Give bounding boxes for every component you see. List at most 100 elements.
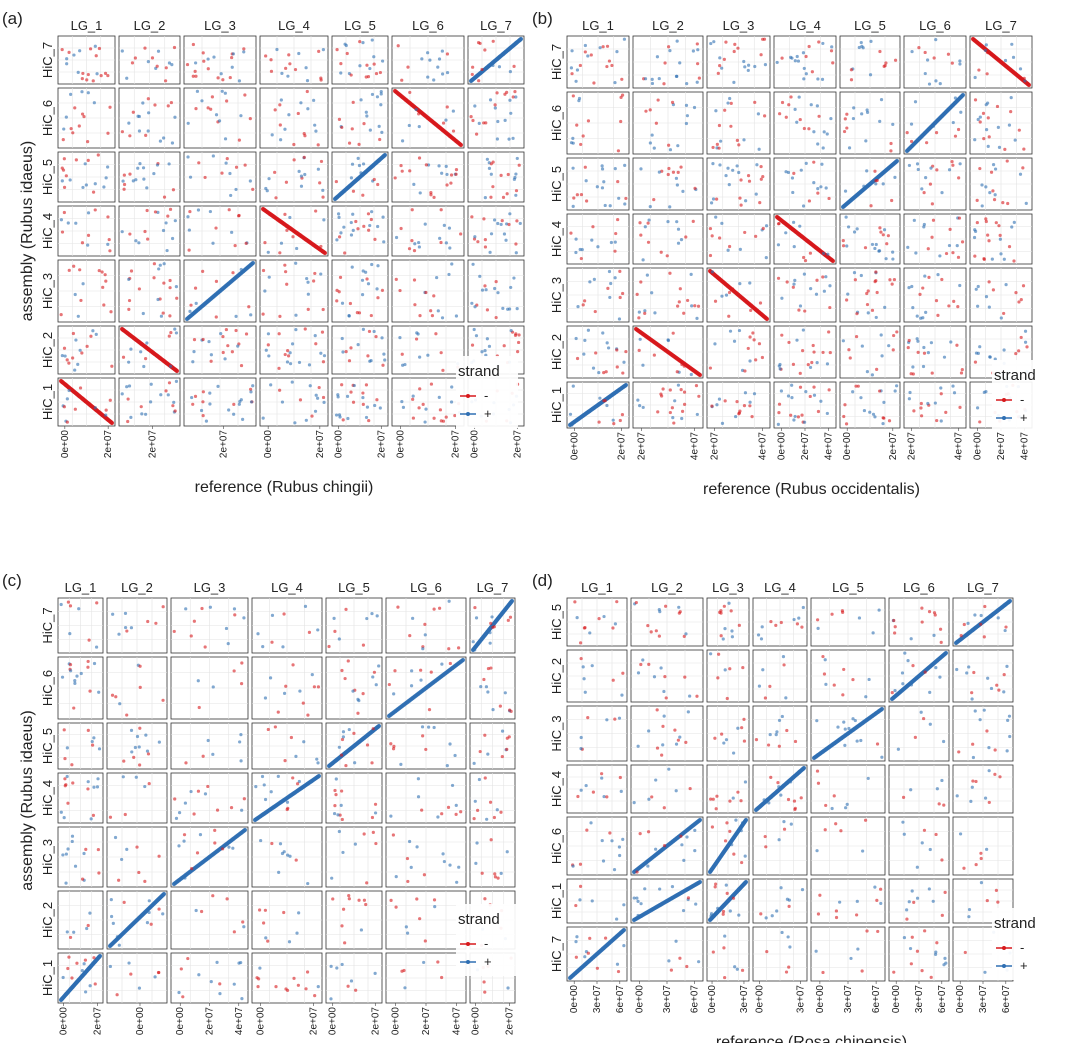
- facet-4-6: [969, 267, 1033, 323]
- row-strip-label: HiC_7: [549, 44, 564, 80]
- alignment-dot: [617, 196, 621, 200]
- facet-1-2: [706, 91, 771, 155]
- alignment-dot: [1026, 82, 1032, 88]
- alignment-dot: [86, 211, 91, 215]
- alignment-dot: [484, 353, 488, 357]
- alignment-dot: [66, 847, 70, 851]
- alignment-dot: [373, 811, 378, 815]
- alignment-dot: [202, 59, 206, 63]
- alignment-dot: [382, 152, 388, 158]
- alignment-dot: [671, 170, 676, 174]
- facet-2-2: [706, 157, 771, 211]
- alignment-dot: [485, 817, 489, 821]
- alignment-dot: [209, 107, 213, 111]
- alignment-dot: [973, 254, 977, 258]
- alignment-dot: [884, 61, 888, 65]
- alignment-dot: [227, 208, 231, 212]
- alignment-dot: [315, 757, 319, 761]
- alignment-dot: [169, 330, 173, 335]
- alignment-dot: [76, 362, 80, 366]
- alignment-dot: [615, 365, 619, 369]
- alignment-dot: [448, 661, 452, 666]
- alignment-dot: [399, 762, 403, 766]
- alignment-dot: [951, 163, 955, 167]
- alignment-dot: [94, 645, 99, 649]
- alignment-dot: [978, 345, 982, 349]
- alignment-dot: [579, 142, 583, 147]
- alignment-dot: [921, 364, 926, 369]
- alignment-dot: [292, 142, 296, 147]
- facet-1-0: [57, 656, 104, 720]
- col-strip-label: LG_6: [412, 18, 444, 33]
- alignment-dot: [797, 308, 801, 312]
- alignment-dot: [597, 370, 601, 375]
- alignment-dot: [958, 59, 962, 63]
- facet-3-0: [566, 213, 630, 265]
- alignment-dot: [956, 127, 961, 132]
- alignment-dot: [952, 391, 957, 395]
- row-strip-label: HiC_3: [549, 277, 564, 313]
- alignment-dot: [394, 235, 399, 240]
- alignment-dot: [292, 976, 296, 980]
- alignment-dot: [489, 621, 493, 625]
- alignment-dot: [478, 749, 482, 754]
- alignment-dot: [502, 232, 507, 236]
- alignment-dot: [267, 354, 271, 358]
- alignment-dot: [92, 956, 96, 960]
- alignment-dot: [873, 415, 877, 419]
- col-strip-label: LG_1: [65, 580, 97, 595]
- alignment-dot: [192, 350, 196, 354]
- alignment-dot: [181, 995, 185, 999]
- alignment-dot: [327, 644, 331, 649]
- alignment-dot: [723, 399, 727, 403]
- alignment-dot: [129, 728, 134, 732]
- alignment-dot: [376, 224, 380, 229]
- alignment-dot: [515, 219, 519, 223]
- facet-3-4: [839, 213, 901, 265]
- alignment-dot: [982, 137, 986, 141]
- row-strip-label: HiC_6: [40, 100, 55, 136]
- alignment-dot: [727, 183, 731, 187]
- alignment-dot: [353, 761, 357, 765]
- alignment-dot: [305, 89, 309, 94]
- alignment-dot: [216, 384, 220, 388]
- alignment-dot: [185, 62, 190, 67]
- alignment-dot: [975, 220, 979, 225]
- alignment-dot: [282, 612, 286, 616]
- alignment-dot: [410, 239, 414, 243]
- alignment-dot: [152, 171, 156, 176]
- alignment-dot: [801, 328, 805, 332]
- alignment-dot: [760, 355, 765, 360]
- alignment-dot: [60, 166, 64, 170]
- alignment-dot: [913, 100, 918, 104]
- alignment-dot: [855, 312, 859, 316]
- x-tick-label: 0e+00: [972, 432, 983, 461]
- alignment-dot: [305, 79, 310, 83]
- alignment-dot: [291, 235, 295, 239]
- alignment-dot: [1017, 349, 1021, 353]
- legend-label: +: [1020, 410, 1028, 425]
- alignment-dot: [1014, 291, 1018, 295]
- alignment-dot: [811, 343, 815, 348]
- alignment-dot: [727, 314, 731, 318]
- alignment-dot: [711, 197, 716, 201]
- alignment-dot: [1003, 58, 1008, 63]
- alignment-dot: [608, 204, 612, 208]
- alignment-dot: [482, 217, 486, 221]
- alignment-dot: [511, 95, 515, 99]
- alignment-dot: [473, 605, 477, 610]
- alignment-dot: [585, 199, 589, 203]
- alignment-dot: [507, 307, 512, 311]
- alignment-dot: [343, 251, 347, 255]
- facet-5-2: [183, 325, 257, 375]
- alignment-dot: [219, 72, 223, 76]
- x-tick-label: 2e+07: [617, 432, 628, 461]
- alignment-dot: [717, 123, 722, 128]
- alignment-dot: [447, 599, 451, 603]
- alignment-dot: [396, 605, 400, 609]
- alignment-dot: [828, 305, 832, 310]
- alignment-dot: [1009, 96, 1013, 100]
- facet-0-0: [57, 597, 104, 654]
- alignment-dot: [220, 171, 224, 175]
- facet-4-0: [566, 267, 630, 323]
